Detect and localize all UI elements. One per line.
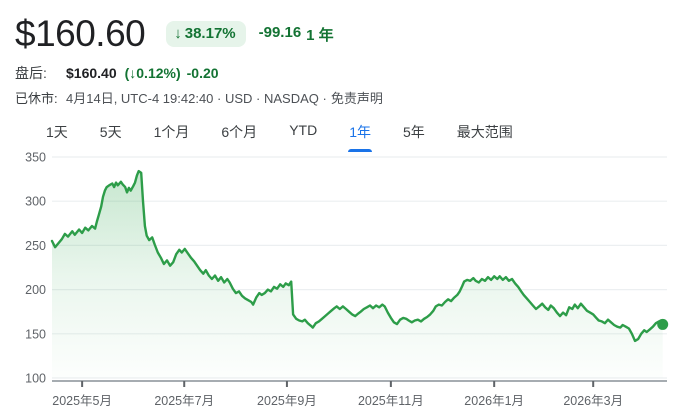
x-axis-label: 2025年11月 bbox=[358, 394, 424, 408]
market-status-row: 已休市: 4月14日, UTC-4 19:42:40 · USD · NASDA… bbox=[15, 88, 685, 107]
last-price-marker bbox=[657, 318, 669, 330]
y-axis-label: 250 bbox=[25, 239, 46, 253]
change-absolute: -99.16 bbox=[258, 23, 302, 41]
after-hours-change-percent: (↓0.12%) bbox=[124, 65, 181, 81]
price-line bbox=[50, 169, 664, 343]
after-hours-change: (↓0.12%) -0.20 bbox=[125, 65, 219, 81]
tab-6-months[interactable]: 6个月 bbox=[221, 124, 258, 140]
x-axis-label: 2026年1月 bbox=[464, 394, 524, 408]
price-area-fill bbox=[52, 171, 663, 378]
tab-1-month[interactable]: 1个月 bbox=[153, 124, 190, 140]
disclaimer-link[interactable]: 免责声明 bbox=[330, 91, 383, 106]
after-hours-row: 盘后: $160.40 (↓0.12%) -0.20 bbox=[15, 63, 685, 83]
y-axis-label: 350 bbox=[25, 151, 46, 165]
x-axis-label: 2025年7月 bbox=[154, 394, 214, 408]
price-chart-svg[interactable]: 350 300 250 200 150 100 2025年5月 2025年7月 2025年9月 2… bbox=[0, 140, 685, 420]
time-range-tabs: 1天 5天 1个月 6个月 YTD 1年 5年 最大范围 bbox=[45, 117, 685, 152]
tab-5-days[interactable]: 5天 bbox=[99, 124, 122, 140]
tab-1-day[interactable]: 1天 bbox=[46, 124, 68, 140]
y-axis-label: 150 bbox=[25, 327, 46, 341]
x-axis-label: 2025年5月 bbox=[52, 394, 112, 408]
tab-5-years[interactable]: 5年 bbox=[402, 124, 425, 140]
after-hours-label: 盘后: bbox=[15, 65, 47, 81]
x-axis-label: 2026年3月 bbox=[563, 394, 623, 408]
price-row: $160.60 ↓ 38.17% -99.16 1 年 bbox=[15, 13, 685, 55]
y-axis-label: 100 bbox=[25, 372, 46, 386]
y-axis-label: 300 bbox=[25, 195, 46, 209]
change-period: 1 年 bbox=[306, 26, 334, 44]
arrow-down-icon: ↓ bbox=[174, 25, 182, 42]
after-hours-price: $160.40 bbox=[66, 65, 117, 81]
quote-header: $160.60 ↓ 38.17% -99.16 1 年 盘后: $160.40 … bbox=[0, 0, 685, 152]
y-axis-label: 200 bbox=[25, 283, 46, 297]
change-summary: -99.16 1 年 bbox=[259, 24, 334, 45]
price-chart[interactable]: 350 300 250 200 150 100 2025年5月 2025年7月 2025年9月 2… bbox=[0, 140, 685, 420]
tab-ytd[interactable]: YTD bbox=[289, 122, 318, 138]
tab-max-range[interactable]: 最大范围 bbox=[456, 124, 513, 140]
after-hours-change-absolute: -0.20 bbox=[186, 65, 219, 81]
market-status-text: 4月14日, UTC-4 19:42:40 · USD · NASDAQ · bbox=[66, 91, 327, 106]
market-status-label: 已休市: bbox=[15, 91, 58, 106]
x-axis-label: 2025年9月 bbox=[257, 394, 317, 408]
current-price: $160.60 bbox=[15, 13, 146, 54]
change-percent-badge: ↓ 38.17% bbox=[166, 21, 246, 47]
change-percent-value: 38.17% bbox=[184, 25, 236, 42]
tab-1-year[interactable]: 1年 bbox=[348, 117, 372, 152]
